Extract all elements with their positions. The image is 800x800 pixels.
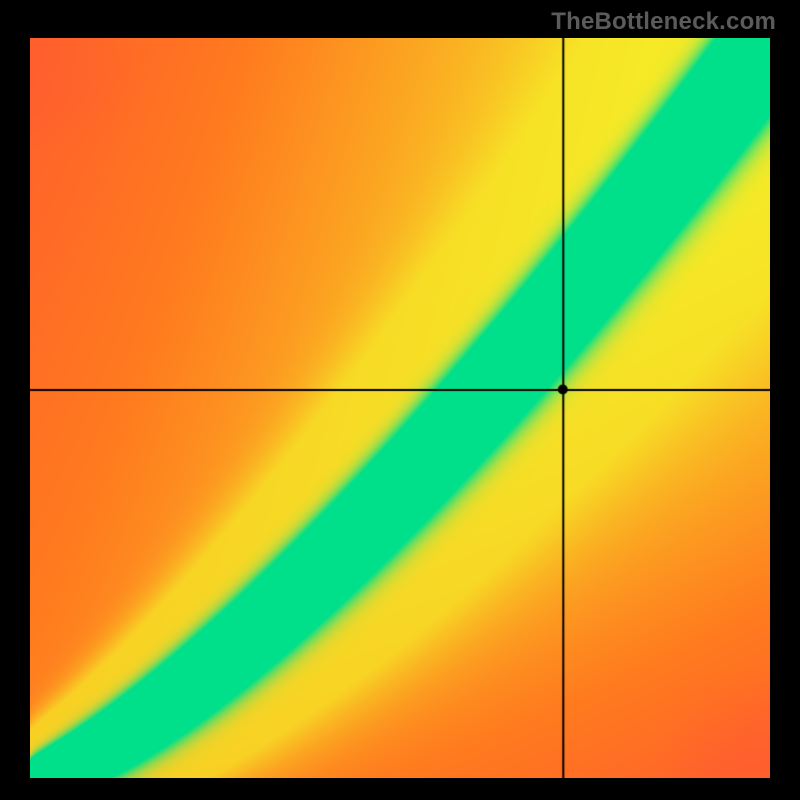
watermark-text: TheBottleneck.com — [551, 8, 776, 36]
heatmap-canvas — [30, 38, 770, 778]
heatmap-plot — [30, 38, 770, 778]
